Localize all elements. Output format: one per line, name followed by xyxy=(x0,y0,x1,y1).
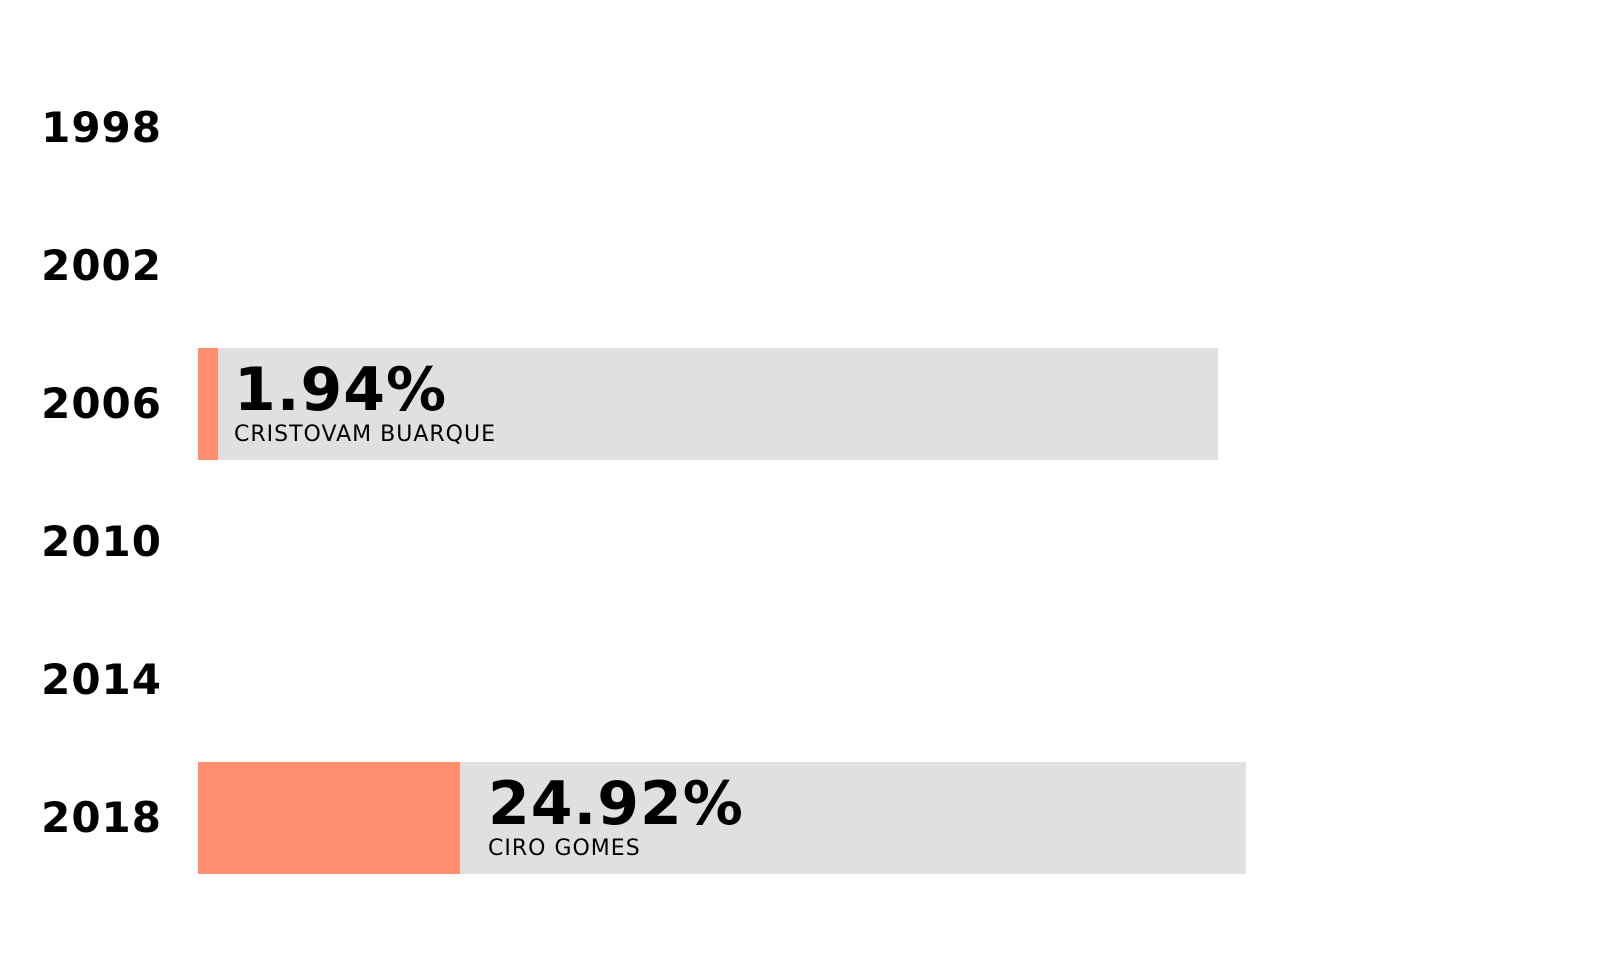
bar-label: 24.92% CIRO GOMES xyxy=(488,772,744,864)
bar-row-2018: 2018 24.92% CIRO GOMES xyxy=(0,762,1600,874)
bar-row-2010: 2010 xyxy=(0,486,1600,598)
candidate-name: CIRO GOMES xyxy=(488,836,641,861)
year-label: 2006 xyxy=(41,379,162,428)
data-label-percent: 1.94% xyxy=(234,355,448,425)
bar-row-2002: 2002 xyxy=(0,210,1600,322)
year-label: 2014 xyxy=(41,655,162,704)
bar-row-2006: 2006 1.94% CRISTOVAM BUARQUE xyxy=(0,348,1600,460)
bar-row-2014: 2014 xyxy=(0,624,1600,736)
candidate-name: CRISTOVAM BUARQUE xyxy=(234,422,496,447)
year-label: 1998 xyxy=(41,103,162,152)
year-label: 2002 xyxy=(41,241,162,290)
bar-fill xyxy=(198,348,218,460)
bar-row-1998: 1998 xyxy=(0,72,1600,184)
year-label: 2010 xyxy=(41,517,162,566)
year-label: 2018 xyxy=(41,793,162,842)
bar-track xyxy=(198,348,1218,460)
data-label-percent: 24.92% xyxy=(488,769,744,839)
bar-label: 1.94% CRISTOVAM BUARQUE xyxy=(234,358,496,450)
bar-fill xyxy=(198,762,460,874)
